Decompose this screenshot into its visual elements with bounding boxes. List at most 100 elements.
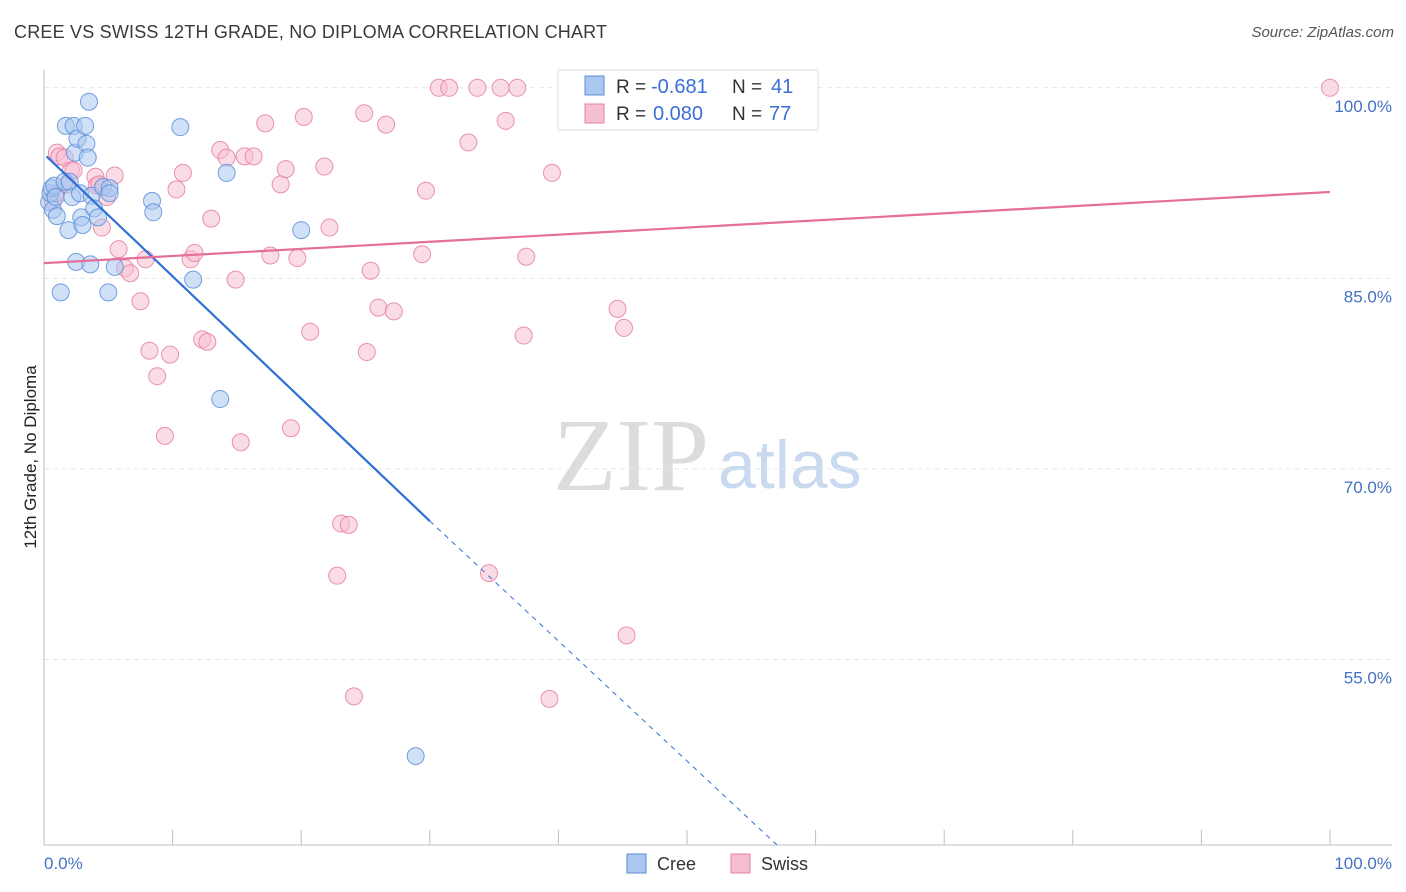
- cree-point: [89, 208, 108, 227]
- swiss-point: [608, 299, 627, 318]
- legend-cree-n-value: 41: [771, 76, 793, 98]
- swiss-point: [185, 243, 204, 262]
- legend-cree-n-label: N =: [732, 77, 762, 98]
- y-tick-label: 55.0%: [1344, 669, 1392, 688]
- cree-trend-extension: [429, 520, 778, 846]
- legend-swiss-r-value: 0.080: [653, 103, 703, 125]
- swiss-point: [416, 181, 435, 200]
- swiss-point: [468, 78, 487, 97]
- swiss-point: [377, 115, 396, 134]
- chart-title: CREE VS SWISS 12TH GRADE, NO DIPLOMA COR…: [14, 22, 608, 42]
- swiss-point: [614, 318, 633, 337]
- swiss-point: [459, 133, 478, 152]
- swiss-point: [617, 626, 636, 645]
- cree-point: [81, 255, 100, 274]
- cree-point: [78, 148, 97, 167]
- swiss-point: [357, 343, 376, 362]
- bottom-legend-swiss: Swiss: [761, 854, 808, 874]
- swiss-point: [320, 218, 339, 237]
- x-axis-ticks: [43, 830, 1331, 845]
- x-tick-label-min: 0.0%: [44, 854, 83, 873]
- swiss-point: [413, 245, 432, 264]
- swiss-point: [508, 78, 527, 97]
- swiss-point: [542, 163, 561, 182]
- y-axis-label: 12th Grade, No Diploma: [21, 365, 40, 549]
- cree-point: [80, 92, 99, 111]
- cree-point: [217, 163, 236, 182]
- cree-point: [211, 390, 230, 409]
- x-tick-label-max: 100.0%: [1334, 854, 1392, 873]
- cree-point: [171, 118, 190, 137]
- legend-swiss-n-label: N =: [732, 104, 762, 125]
- cree-point: [292, 221, 311, 240]
- trend-lines: [43, 155, 1331, 846]
- swiss-point: [136, 250, 155, 269]
- swiss-point: [256, 114, 275, 133]
- legend-box: R = -0.681 N = 41 R = 0.080 N = 77: [557, 69, 819, 131]
- watermark-zip: ZIP: [553, 398, 709, 513]
- swiss-point: [231, 433, 250, 452]
- swiss-point: [355, 104, 374, 123]
- cree-point: [144, 203, 163, 222]
- cree-point: [105, 257, 124, 276]
- swiss-point: [173, 163, 192, 182]
- cree-point: [51, 283, 70, 302]
- swiss-point: [514, 326, 533, 345]
- swiss-point: [161, 345, 180, 364]
- swiss-point: [491, 78, 510, 97]
- cree-point: [47, 207, 66, 226]
- y-tick-label: 100.0%: [1334, 97, 1392, 116]
- bottom-legend-swatch-swiss: [730, 853, 751, 874]
- cree-trend-line: [45, 155, 431, 522]
- swiss-point: [496, 111, 515, 130]
- swiss-point: [202, 209, 221, 228]
- bottom-legend-swatch-cree: [626, 853, 647, 874]
- legend-swatch-swiss: [584, 103, 605, 124]
- y-tick-label: 85.0%: [1344, 287, 1392, 306]
- swiss-point: [361, 261, 380, 280]
- swiss-point: [440, 78, 459, 97]
- swiss-point: [244, 147, 263, 166]
- swiss-point: [328, 566, 347, 585]
- swiss-point: [517, 247, 536, 266]
- legend-cree-r-value: -0.681: [651, 76, 708, 98]
- legend-swiss-n-value: 77: [769, 103, 791, 125]
- swiss-point: [226, 270, 245, 289]
- cree-point: [406, 747, 425, 766]
- legend-cree-r-label: R =: [616, 77, 646, 98]
- cree-point: [99, 283, 118, 302]
- swiss-point: [140, 341, 159, 360]
- swiss-point: [217, 148, 236, 167]
- swiss-point: [540, 689, 559, 708]
- legend-swiss-r-label: R =: [616, 104, 646, 125]
- swiss-point: [479, 564, 498, 583]
- y-tick-label: 70.0%: [1344, 478, 1392, 497]
- swiss-point: [155, 426, 174, 445]
- swiss-point: [276, 160, 295, 179]
- legend-swatch-cree: [584, 75, 605, 96]
- cree-points: [40, 92, 425, 766]
- source-credit: Source: ZipAtlas.com: [1251, 24, 1394, 41]
- swiss-point: [384, 302, 403, 321]
- swiss-point: [281, 419, 300, 438]
- swiss-point: [121, 264, 140, 283]
- swiss-point: [109, 240, 128, 259]
- bottom-legend-cree: Cree: [657, 854, 696, 874]
- swiss-point: [198, 332, 217, 351]
- swiss-point: [344, 687, 363, 706]
- swiss-point: [148, 367, 167, 386]
- y-tick-labels: 100.0% 85.0% 70.0% 55.0%: [1334, 97, 1392, 688]
- cree-point: [100, 184, 119, 203]
- swiss-trend-line: [43, 190, 1331, 265]
- swiss-point: [167, 180, 186, 199]
- swiss-point: [301, 322, 320, 341]
- swiss-points: [44, 78, 1339, 708]
- cree-point: [184, 270, 203, 289]
- bottom-legend: Cree Swiss: [626, 853, 808, 874]
- watermark-atlas: atlas: [718, 427, 862, 503]
- swiss-point: [271, 175, 290, 194]
- swiss-point: [369, 298, 388, 317]
- swiss-point: [339, 515, 358, 534]
- swiss-point: [288, 249, 307, 268]
